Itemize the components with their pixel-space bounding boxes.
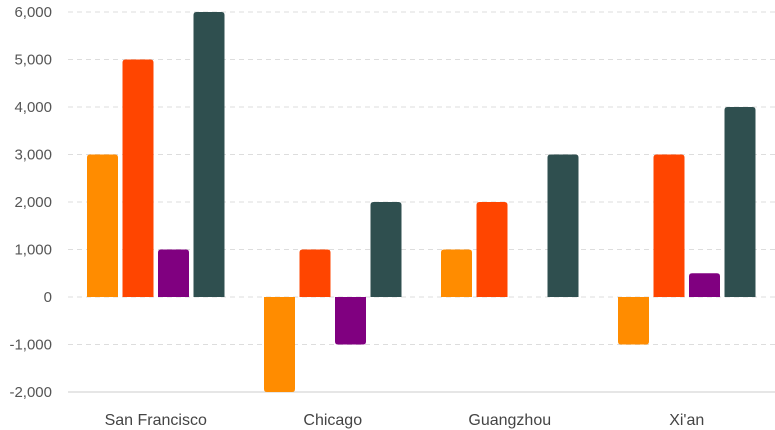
y-tick-label: 0 xyxy=(44,289,52,306)
y-tick-label: 4,000 xyxy=(14,99,52,116)
bar xyxy=(264,297,295,392)
bar xyxy=(122,59,154,297)
bar xyxy=(441,249,472,297)
bars xyxy=(87,12,756,392)
y-axis-tick-labels: -2,000 -1,000 0 1,000 2,000 3,000 4,000 5,000 6,… xyxy=(9,4,52,401)
x-category-label: Chicago xyxy=(303,412,362,429)
bar xyxy=(547,154,579,297)
bar xyxy=(299,249,331,297)
y-tick-label: -1,000 xyxy=(9,337,52,354)
y-tick-label: 6,000 xyxy=(14,4,52,21)
bar xyxy=(87,154,118,297)
bar xyxy=(370,202,402,297)
bar xyxy=(158,249,189,297)
bar xyxy=(193,12,225,297)
y-tick-label: 5,000 xyxy=(14,52,52,69)
x-category-label: San Francisco xyxy=(105,412,207,429)
bar xyxy=(724,107,756,297)
bar xyxy=(689,273,720,297)
bar xyxy=(618,297,649,345)
y-tick-label: 1,000 xyxy=(14,242,52,259)
y-tick-label: 3,000 xyxy=(14,147,52,164)
bar xyxy=(476,202,508,297)
x-category-label: Xi'an xyxy=(669,412,704,429)
y-tick-label: 2,000 xyxy=(14,194,52,211)
bar xyxy=(653,154,685,297)
bar xyxy=(335,297,366,345)
x-category-label: Guangzhou xyxy=(468,412,551,429)
x-axis-category-labels: San Francisco Chicago Guangzhou Xi'an xyxy=(105,412,705,429)
y-tick-label: -2,000 xyxy=(9,384,52,401)
